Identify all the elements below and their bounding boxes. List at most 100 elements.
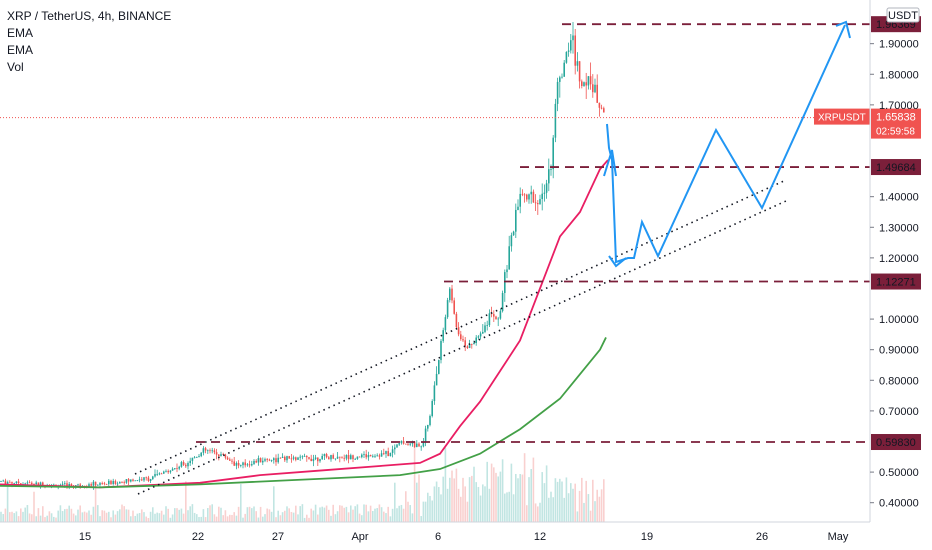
- y-tick-label: 1.90000: [879, 39, 919, 51]
- volume-bar: [292, 512, 295, 522]
- volume-bar: [202, 509, 205, 522]
- volume-bar: [268, 509, 271, 522]
- candle-body: [321, 455, 323, 460]
- candle-body: [383, 453, 385, 455]
- volume-bar: [24, 507, 26, 522]
- candle-body: [6, 481, 9, 484]
- indicator-ema-fast-label[interactable]: EMA: [7, 26, 34, 40]
- candle-body: [226, 457, 229, 460]
- volume-bar: [286, 506, 288, 522]
- candle-body: [20, 483, 22, 485]
- candle-body: [114, 480, 117, 484]
- volume-bar: [559, 478, 561, 522]
- volume-bar: [592, 479, 594, 522]
- volume-bar: [61, 511, 64, 522]
- candle-body: [526, 194, 528, 200]
- volume-bar: [369, 505, 372, 522]
- candle-body: [37, 482, 40, 486]
- volume-bar: [574, 483, 576, 522]
- volume-bar: [6, 479, 9, 522]
- y-tick-label: 0.50000: [879, 467, 919, 479]
- candle-body: [235, 462, 238, 466]
- candle-body: [585, 82, 587, 86]
- candle-body: [182, 462, 185, 465]
- candle-body: [189, 460, 191, 464]
- volume-bar: [330, 515, 332, 522]
- volume-bar: [75, 515, 77, 522]
- indicator-ema-slow-label[interactable]: EMA: [7, 43, 34, 57]
- volume-bar: [83, 511, 86, 522]
- indicator-volume-label[interactable]: Vol: [7, 60, 24, 74]
- volume-bar: [453, 478, 455, 522]
- volume-bar: [510, 463, 513, 522]
- candle-body: [154, 474, 156, 477]
- candle-body: [147, 477, 150, 481]
- volume-bar: [499, 471, 502, 522]
- candle-body: [191, 457, 194, 461]
- volume-bar: [48, 511, 51, 522]
- candle-body: [279, 457, 282, 459]
- volume-bar: [336, 511, 339, 522]
- x-tick-label: 19: [641, 531, 653, 543]
- candle-body: [365, 454, 367, 458]
- candle-body: [455, 313, 458, 328]
- candle-body: [244, 462, 246, 466]
- candle-body: [284, 456, 286, 461]
- volume-bar: [246, 507, 249, 522]
- volume-bar: [158, 513, 161, 522]
- candle-body: [273, 458, 275, 461]
- candle-body: [409, 443, 411, 445]
- x-tick-label: Apr: [351, 531, 368, 543]
- volume-bar: [482, 484, 484, 522]
- candle-body: [163, 471, 165, 474]
- candle-body: [13, 483, 15, 484]
- candle-body: [312, 458, 315, 462]
- volume-bar: [321, 506, 323, 522]
- candle-body: [479, 333, 482, 337]
- candle-body: [138, 479, 141, 481]
- candle-body: [237, 462, 240, 466]
- projection-arrow-down: [608, 255, 627, 268]
- candle-body: [462, 339, 464, 341]
- candle-body: [603, 108, 605, 113]
- volume-bar: [422, 501, 425, 522]
- volume-bar: [152, 507, 154, 522]
- volume-bar: [251, 508, 253, 522]
- volume-bar: [585, 480, 587, 522]
- candle-body: [97, 484, 99, 486]
- candle-body: [376, 455, 378, 457]
- candle-body: [534, 202, 537, 204]
- candle-body: [407, 443, 409, 445]
- candle-body: [336, 456, 339, 459]
- candle-body: [464, 340, 466, 347]
- candle-body: [108, 480, 110, 485]
- volume-bar: [198, 517, 200, 522]
- volume-bar: [376, 508, 378, 522]
- candle-body: [66, 483, 68, 488]
- candle-body: [290, 458, 293, 460]
- candle-body: [576, 61, 579, 66]
- volume-bar: [561, 481, 563, 522]
- volume-bar: [541, 472, 543, 522]
- volume-bar: [31, 514, 33, 522]
- volume-bar: [237, 506, 240, 522]
- volume-bar: [444, 447, 447, 522]
- candle-body: [559, 77, 561, 82]
- candle-body: [204, 448, 207, 451]
- volume-bar: [378, 504, 381, 522]
- volume-bar: [523, 453, 526, 522]
- candle-body: [475, 337, 477, 343]
- candle-body: [167, 470, 169, 473]
- volume-bar: [484, 486, 486, 522]
- candle-body: [424, 428, 427, 442]
- candle-body: [64, 483, 66, 485]
- volume-bar: [235, 515, 238, 522]
- volume-bar: [405, 491, 407, 522]
- volume-bar: [270, 511, 273, 522]
- volume-bar: [143, 512, 145, 522]
- ema-slow-line: [0, 337, 607, 489]
- projection-arrow-target: [835, 20, 851, 39]
- volume-bar: [132, 510, 134, 522]
- candle-body: [543, 192, 546, 194]
